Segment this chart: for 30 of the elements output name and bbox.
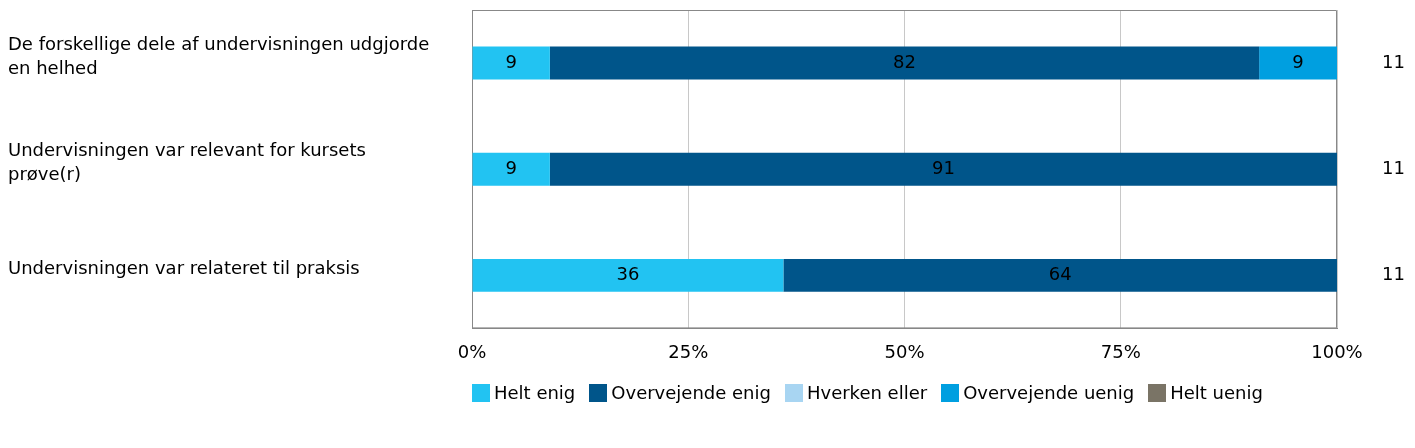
bar (472, 258, 784, 292)
bar (472, 152, 550, 186)
x-tick-label: 50% (884, 340, 925, 362)
x-tick-label: 100% (1311, 340, 1363, 362)
data-label: 36 (616, 263, 640, 285)
legend-label: Hverken eller (806, 382, 928, 403)
legend-label: Overvejende uenig (963, 382, 1135, 403)
data-label: 9 (505, 156, 517, 178)
text: 11 (1382, 263, 1405, 285)
x-tick-label: 0% (457, 340, 487, 362)
text: 11 (1382, 156, 1405, 178)
legend-label: Overvejende enig (611, 382, 771, 403)
bar (472, 46, 550, 80)
legend-label: Helt enig (494, 382, 576, 403)
bar (783, 258, 1337, 292)
bar (549, 152, 1337, 186)
data-label: 64 (1048, 263, 1072, 285)
bar (1259, 46, 1337, 80)
data-label: 9 (1292, 50, 1304, 72)
y-tick-label: Undervisningen var relevant for kursets prøve(r) (8, 138, 366, 184)
text: 11 (1382, 50, 1405, 72)
y-tick-label: De forskellige dele af undervisningen udgjorde en helhed (8, 32, 430, 78)
y-tick-label: Undervisningen var relateret til praksis (8, 257, 360, 279)
bar (549, 46, 1260, 80)
data-label: 9 (505, 50, 517, 72)
x-tick-label: 75% (1100, 340, 1141, 362)
legend-label: Helt uenig (1170, 382, 1263, 403)
data-label: 91 (931, 156, 955, 178)
data-label: 82 (893, 50, 916, 72)
x-tick-label: 25% (668, 340, 709, 362)
